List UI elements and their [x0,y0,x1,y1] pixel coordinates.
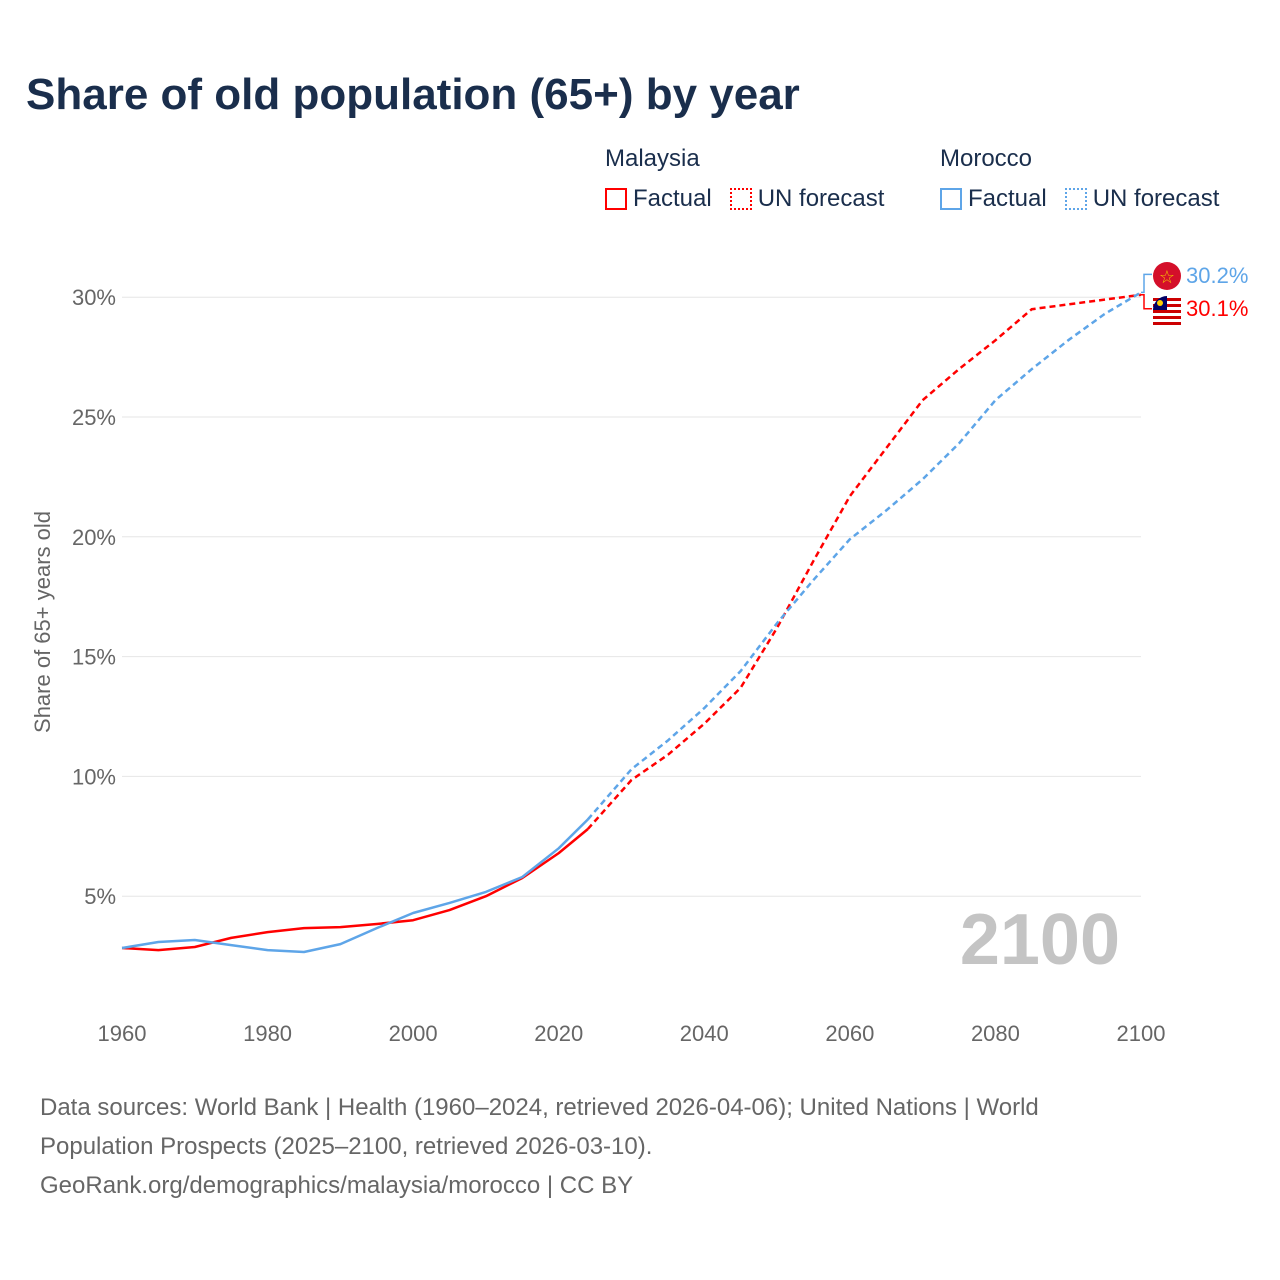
morocco-end-label: 30.2% [1186,263,1248,288]
legend-morocco-factual[interactable]: Factual [940,185,1047,213]
morocco-connector [1141,273,1152,294]
malaysia-end-label: 30.1% [1186,296,1248,321]
legend-label: Factual [968,185,1047,212]
y-tick-label: 20% [72,525,116,550]
legend-swatch [605,188,627,210]
y-tick-label: 10% [72,764,116,789]
x-tick-label: 1960 [98,1021,147,1046]
legend-malaysia-factual[interactable]: Factual [605,185,712,213]
legend-malaysia: Malaysia Factual UN forecast [605,145,884,213]
x-tick-label: 2000 [389,1021,438,1046]
legend-group-label: Morocco [940,145,1033,172]
y-tick-label: 25% [72,405,116,430]
y-tick-label: 30% [72,285,116,310]
legend-label: UN forecast [1092,185,1220,212]
x-tick-label: 2040 [680,1021,729,1046]
legend-swatch [729,188,752,210]
malaysia-flag-icon [1153,296,1181,325]
line-chart: 5% 10% 15% 20% 25% 30% 1960 1980 2000 2020 2040 206… [30,262,1248,1046]
morocco-factual-line [121,818,589,954]
legend-swatch [1064,188,1087,210]
x-tick-label: 2020 [534,1021,583,1046]
crescent-icon [1157,300,1163,306]
y-tick-label: 15% [72,645,116,670]
legend-morocco-forecast[interactable]: UN forecast [1064,185,1220,213]
star-icon: ☆ [1159,267,1175,287]
y-axis-label: Share of 65+ years old [30,511,55,733]
year-watermark: 2100 [960,900,1120,980]
footer: Data sources: World Bank | Health (1960–… [40,1088,1240,1205]
chart-title: Share of old population (65+) by year [26,70,800,119]
malaysia-factual-line [121,828,589,952]
morocco-flag-icon [1153,262,1181,290]
legend-group-label: Malaysia [605,145,700,172]
morocco-forecast-line [586,291,1142,821]
flag-stripe [1153,322,1181,325]
legend-label: Factual [633,185,712,212]
footer-sources-line1: Data sources: World Bank | Health (1960–… [40,1094,1039,1121]
footer-sources-line2: Population Prospects (2025–2100, retriev… [40,1133,653,1160]
malaysia-forecast-line [586,293,1142,830]
legend-swatch [940,188,962,210]
footer-attribution-link[interactable]: GeoRank.org/demographics/malaysia/morocc… [40,1172,634,1199]
flag-stripe [1153,310,1181,313]
x-tick-label: 2100 [1117,1021,1166,1046]
malaysia-connector [1141,294,1152,310]
y-tick-label: 5% [84,884,116,909]
flag-stripe [1153,316,1181,319]
legend-malaysia-forecast[interactable]: UN forecast [729,185,885,213]
x-tick-label: 2080 [971,1021,1020,1046]
legend-label: UN forecast [757,185,885,212]
legend-morocco: Morocco Factual UN forecast [940,145,1219,213]
x-tick-label: 1980 [243,1021,292,1046]
x-tick-label: 2060 [825,1021,874,1046]
